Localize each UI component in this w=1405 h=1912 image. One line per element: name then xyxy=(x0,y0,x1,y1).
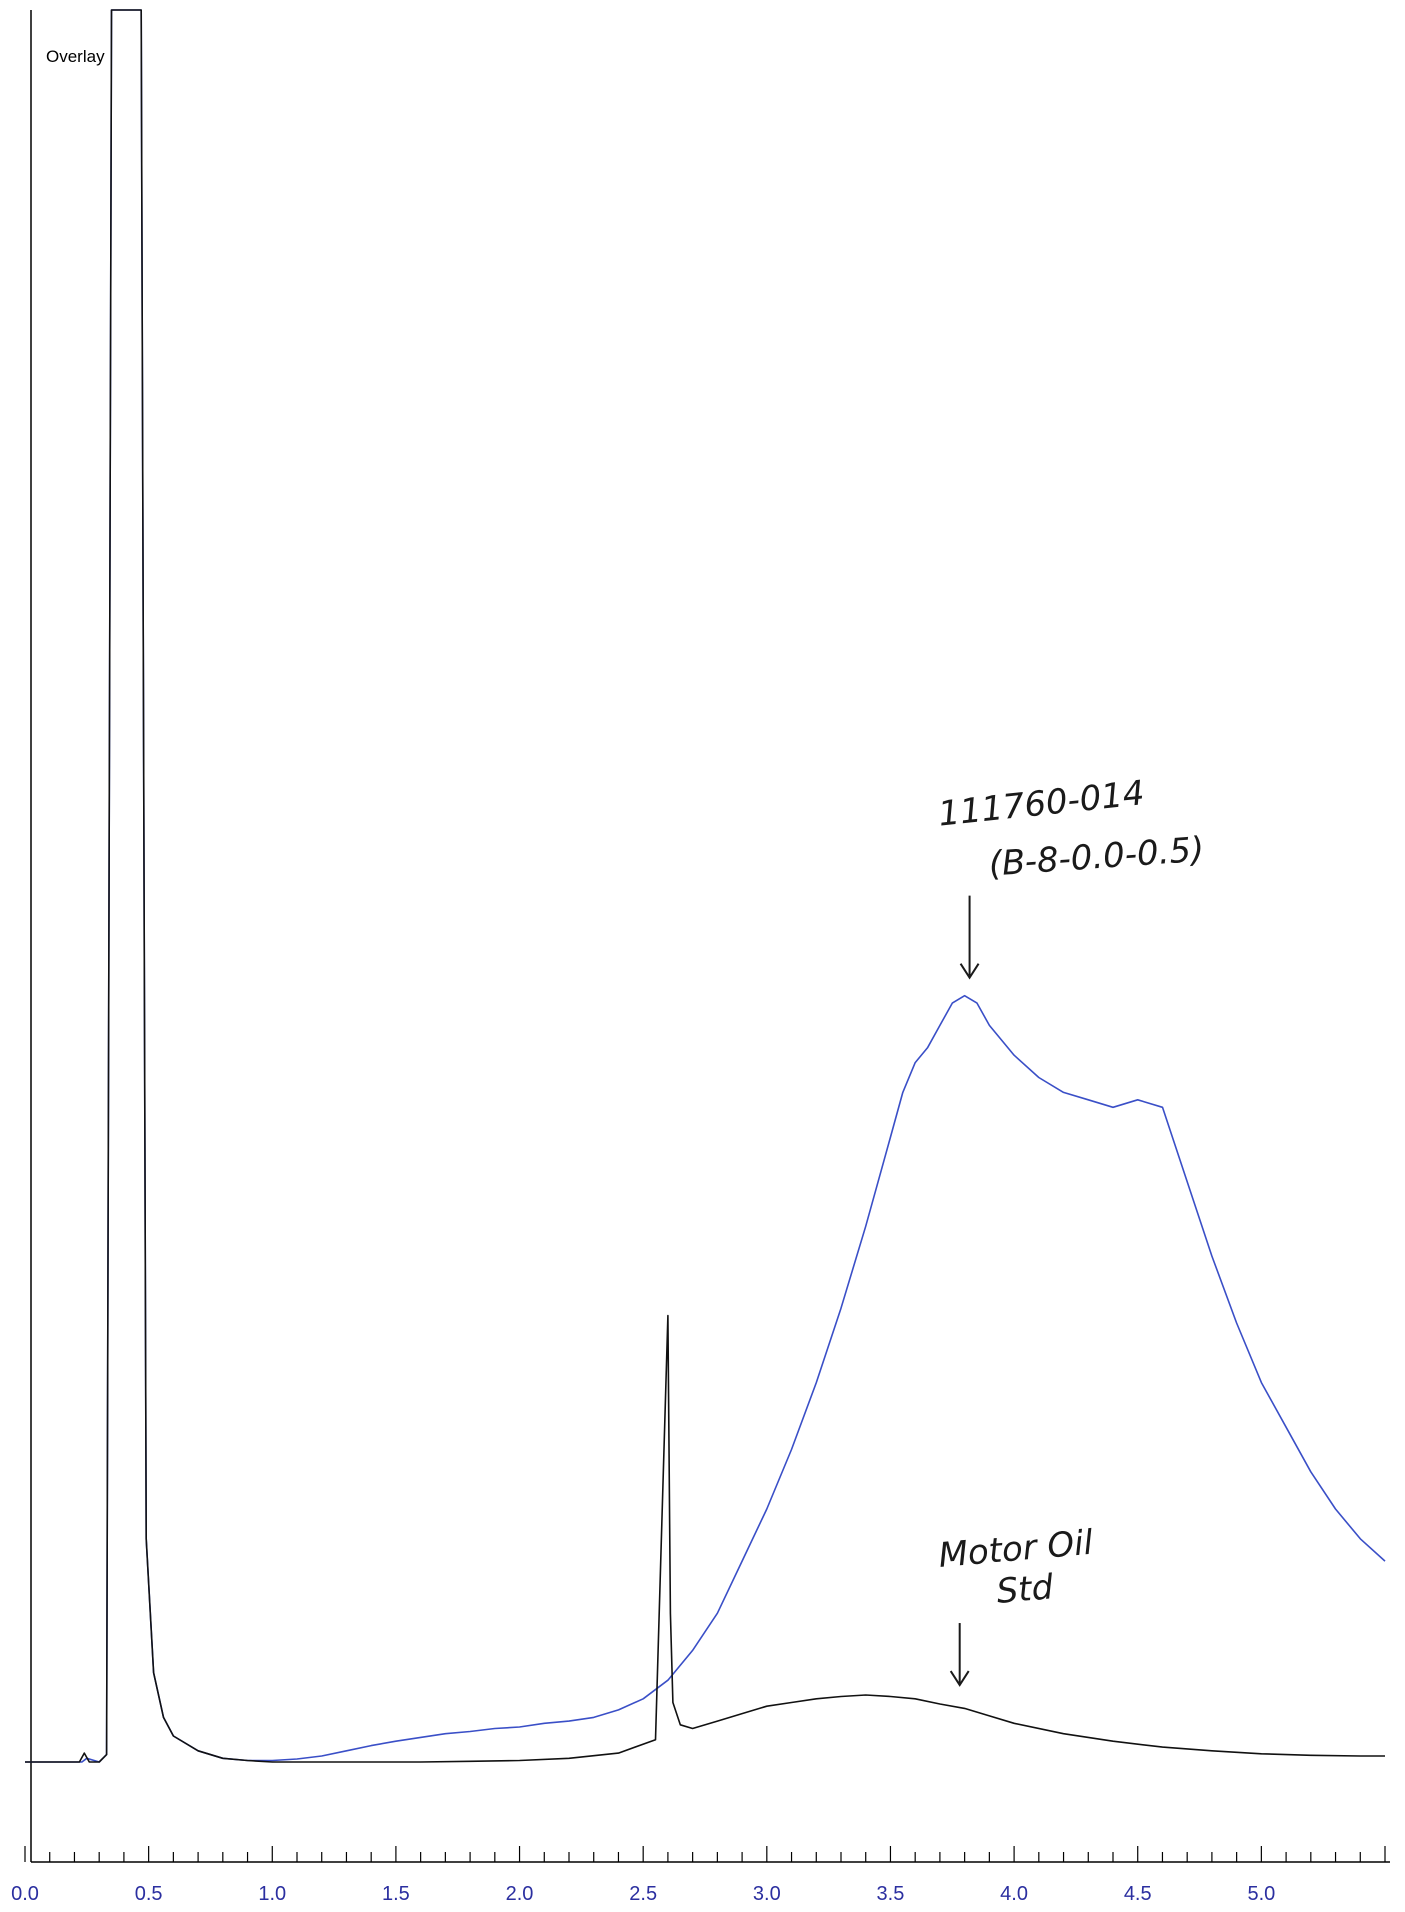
sample-trace xyxy=(25,9,1386,1763)
x-tick-label: 0.5 xyxy=(135,1883,163,1905)
annotation-arrowhead-sample xyxy=(959,963,980,980)
annotation-sample-location: (B-8-0.0-0.5) xyxy=(987,830,1205,885)
x-tick-label: 3.0 xyxy=(753,1883,781,1905)
series-layer xyxy=(25,9,1386,1763)
x-axis: 0.0 0.5 1.0 1.5 2.0 2.5 3.0 3.5 4.0 4.5 5.0 xyxy=(11,1846,1386,1905)
x-tick-label: 4.5 xyxy=(1124,1883,1152,1905)
x-tick-label: 1.0 xyxy=(258,1883,286,1905)
x-tick-label: 2.5 xyxy=(629,1883,657,1905)
standard-trace xyxy=(25,9,1385,1763)
annotation-sample-id: 111760-014 xyxy=(936,773,1146,834)
x-tick-label: 1.5 xyxy=(382,1883,410,1905)
x-tick-label: 5.0 xyxy=(1247,1883,1275,1905)
annotation-standard-sub: Std xyxy=(995,1567,1055,1612)
annotation-arrowhead-standard xyxy=(949,1670,970,1687)
overlay-label: Overlay xyxy=(46,47,105,66)
plot-frame xyxy=(30,10,1390,1863)
x-tick-label: 3.5 xyxy=(877,1883,905,1905)
x-tick-label: 4.0 xyxy=(1000,1883,1028,1905)
x-tick-label: 2.0 xyxy=(506,1883,534,1905)
x-tick-label: 0.0 xyxy=(11,1883,39,1905)
annotation-standard-name: Motor Oil xyxy=(937,1523,1095,1576)
